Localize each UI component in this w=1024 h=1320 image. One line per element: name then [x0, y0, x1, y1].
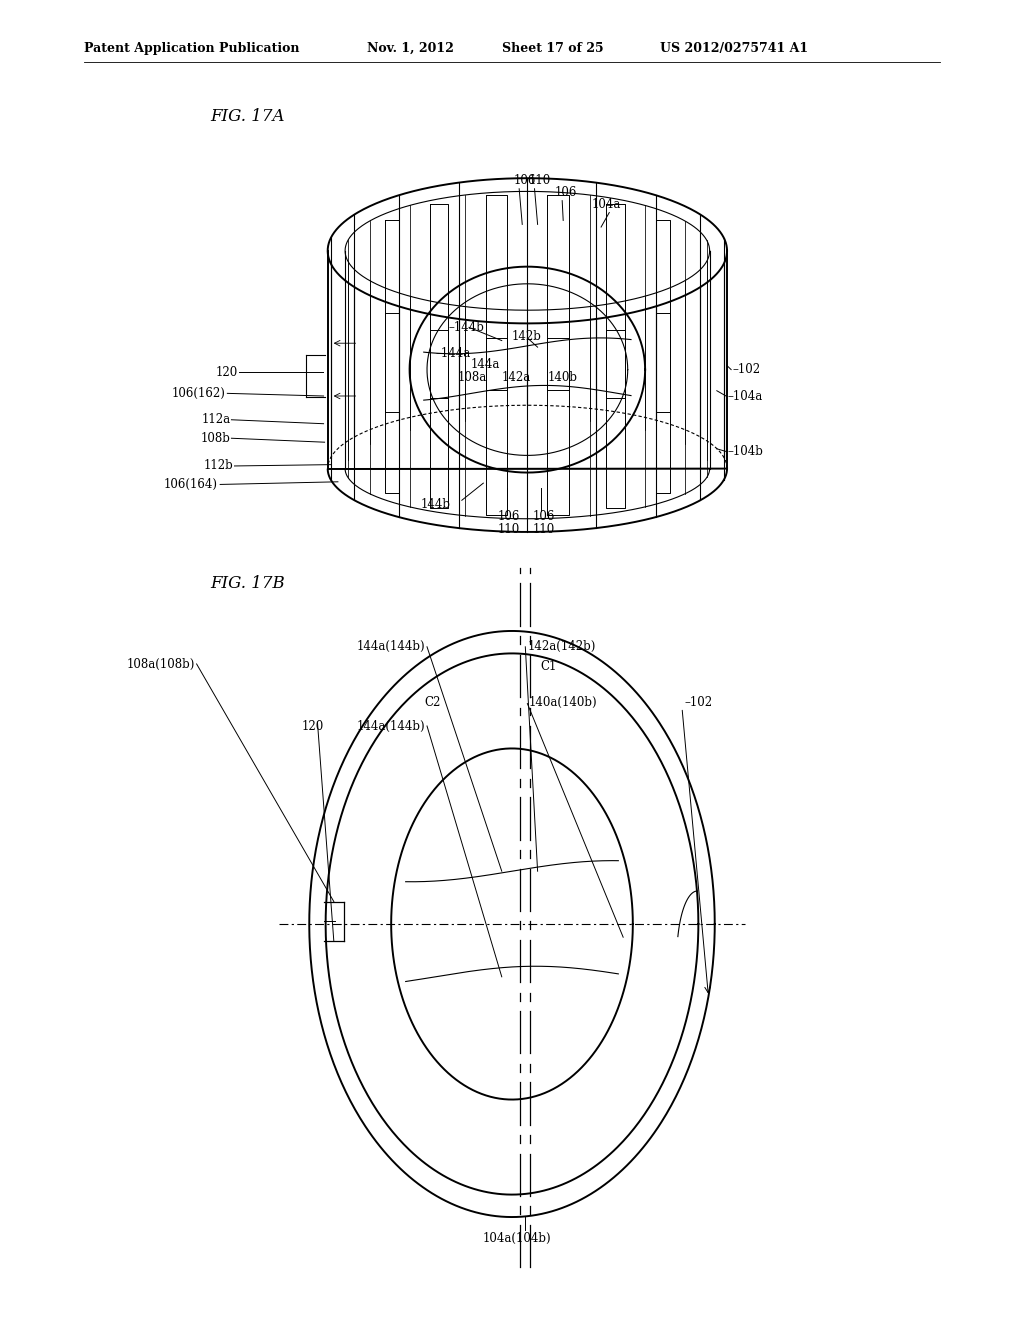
Text: 120: 120 — [215, 366, 238, 379]
Text: 144b: 144b — [421, 498, 451, 511]
Text: 106: 106 — [532, 510, 555, 523]
Text: 142b: 142b — [512, 330, 542, 343]
Text: 142a: 142a — [502, 371, 531, 384]
Text: 106: 106 — [498, 510, 520, 523]
Text: 106(162): 106(162) — [171, 387, 225, 400]
Text: US 2012/0275741 A1: US 2012/0275741 A1 — [660, 42, 809, 54]
Text: 140b: 140b — [548, 371, 578, 384]
Text: 144a(144b): 144a(144b) — [356, 719, 425, 733]
Text: 144a(144b): 144a(144b) — [356, 640, 425, 653]
Text: 112a: 112a — [202, 413, 230, 426]
Text: 110: 110 — [498, 523, 520, 536]
Text: –144a: –144a — [435, 347, 470, 360]
Text: –104b: –104b — [727, 445, 763, 458]
Text: –102: –102 — [684, 696, 712, 709]
Text: 104a: 104a — [592, 198, 622, 211]
Text: 108a(108b): 108a(108b) — [126, 657, 195, 671]
Text: 106: 106 — [555, 186, 578, 199]
Text: –144b: –144b — [449, 321, 484, 334]
Text: 144a: 144a — [471, 358, 501, 371]
Text: Nov. 1, 2012: Nov. 1, 2012 — [367, 42, 454, 54]
Text: 106(164): 106(164) — [164, 478, 218, 491]
Text: C2: C2 — [424, 696, 440, 709]
Text: FIG. 17A: FIG. 17A — [210, 108, 285, 124]
Text: –102: –102 — [732, 363, 760, 376]
Text: 112b: 112b — [204, 459, 233, 473]
Text: Patent Application Publication: Patent Application Publication — [84, 42, 299, 54]
Text: 106: 106 — [514, 174, 537, 187]
Text: 108b: 108b — [201, 432, 230, 445]
Text: 140a(140b): 140a(140b) — [528, 696, 597, 709]
Text: C1: C1 — [541, 660, 557, 673]
Text: 110: 110 — [532, 523, 555, 536]
Text: Sheet 17 of 25: Sheet 17 of 25 — [502, 42, 603, 54]
Text: 120: 120 — [302, 719, 325, 733]
Text: 104a(104b): 104a(104b) — [482, 1232, 552, 1245]
Text: –104a: –104a — [727, 389, 762, 403]
Text: 110: 110 — [528, 174, 551, 187]
Text: FIG. 17B: FIG. 17B — [210, 576, 285, 591]
Text: 142a(142b): 142a(142b) — [527, 640, 596, 653]
Text: 108a: 108a — [458, 371, 487, 384]
